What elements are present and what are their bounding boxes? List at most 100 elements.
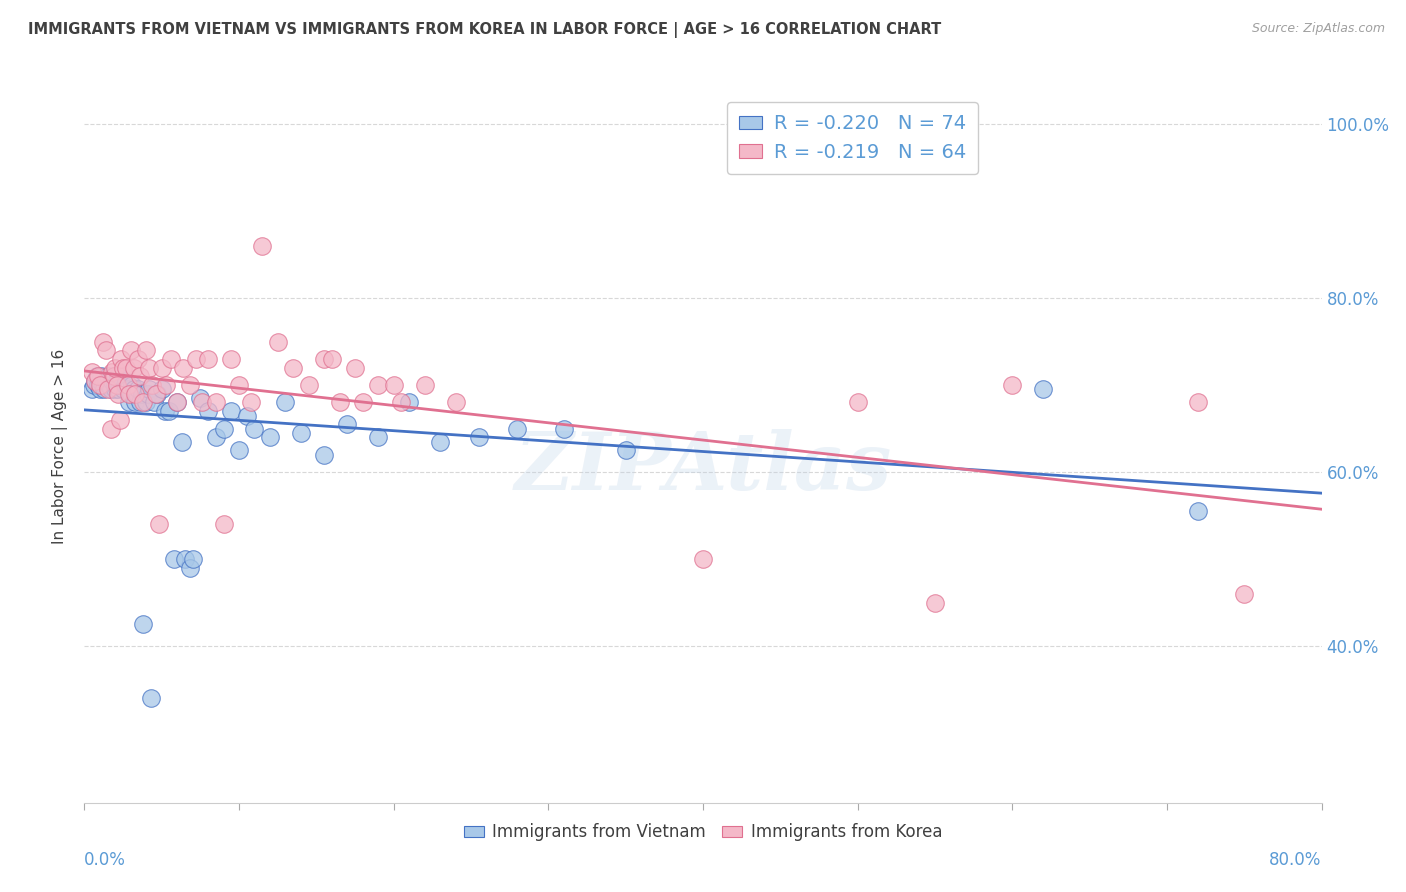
Point bbox=[118, 386, 141, 401]
Point bbox=[197, 404, 219, 418]
Point bbox=[91, 378, 114, 392]
Point bbox=[104, 383, 127, 397]
Point bbox=[159, 404, 180, 418]
Point bbox=[846, 395, 869, 409]
Point bbox=[101, 365, 124, 379]
Point bbox=[250, 239, 273, 253]
Text: 0.0%: 0.0% bbox=[84, 851, 127, 869]
Point bbox=[228, 378, 250, 392]
Point bbox=[146, 386, 169, 401]
Point bbox=[89, 378, 111, 392]
Point bbox=[117, 378, 139, 392]
Point bbox=[120, 343, 142, 358]
Point bbox=[115, 360, 138, 375]
Point bbox=[212, 517, 235, 532]
Point bbox=[129, 369, 152, 384]
Point bbox=[118, 395, 141, 409]
Point bbox=[274, 395, 297, 409]
Point bbox=[444, 395, 467, 409]
Text: ZIPAtlas: ZIPAtlas bbox=[515, 429, 891, 506]
Point bbox=[107, 369, 129, 384]
Point bbox=[150, 360, 173, 375]
Point bbox=[105, 378, 128, 392]
Point bbox=[166, 395, 188, 409]
Point bbox=[105, 374, 128, 388]
Point bbox=[90, 369, 112, 384]
Legend: Immigrants from Vietnam, Immigrants from Korea: Immigrants from Vietnam, Immigrants from… bbox=[457, 817, 949, 848]
Point bbox=[82, 365, 104, 379]
Point bbox=[104, 360, 127, 375]
Y-axis label: In Labor Force | Age > 16: In Labor Force | Age > 16 bbox=[52, 349, 69, 543]
Point bbox=[367, 378, 389, 392]
Point bbox=[112, 383, 135, 397]
Point bbox=[506, 421, 529, 435]
Text: 80.0%: 80.0% bbox=[1270, 851, 1322, 869]
Point bbox=[120, 386, 142, 401]
Point bbox=[179, 378, 201, 392]
Point bbox=[100, 383, 122, 397]
Point bbox=[110, 351, 132, 366]
Point bbox=[89, 374, 111, 388]
Point bbox=[141, 378, 163, 392]
Point bbox=[188, 391, 211, 405]
Point bbox=[160, 351, 183, 366]
Point bbox=[205, 395, 228, 409]
Point bbox=[367, 430, 389, 444]
Point bbox=[87, 378, 110, 392]
Point bbox=[153, 404, 176, 418]
Point bbox=[398, 395, 420, 409]
Point bbox=[108, 378, 131, 392]
Point bbox=[138, 360, 160, 375]
Point bbox=[100, 421, 122, 435]
Point bbox=[124, 395, 146, 409]
Point bbox=[321, 351, 343, 366]
Point bbox=[121, 378, 143, 392]
Point bbox=[413, 378, 436, 392]
Point bbox=[103, 369, 125, 384]
Point bbox=[312, 351, 335, 366]
Point bbox=[110, 374, 132, 388]
Point bbox=[184, 351, 207, 366]
Point bbox=[114, 378, 136, 392]
Point bbox=[1187, 504, 1209, 518]
Point bbox=[219, 404, 242, 418]
Point bbox=[94, 343, 117, 358]
Point bbox=[117, 383, 139, 397]
Point bbox=[1233, 587, 1256, 601]
Point bbox=[89, 383, 111, 397]
Point bbox=[86, 369, 108, 384]
Point bbox=[125, 386, 148, 401]
Point bbox=[328, 395, 352, 409]
Point bbox=[553, 421, 575, 435]
Point bbox=[281, 360, 305, 375]
Text: IMMIGRANTS FROM VIETNAM VS IMMIGRANTS FROM KOREA IN LABOR FORCE | AGE > 16 CORRE: IMMIGRANTS FROM VIETNAM VS IMMIGRANTS FR… bbox=[28, 22, 942, 38]
Point bbox=[136, 386, 159, 401]
Point bbox=[179, 561, 201, 575]
Point bbox=[267, 334, 290, 349]
Point bbox=[297, 378, 319, 392]
Point bbox=[112, 360, 135, 375]
Point bbox=[132, 395, 155, 409]
Point bbox=[143, 395, 166, 409]
Point bbox=[104, 378, 127, 392]
Point bbox=[172, 360, 194, 375]
Point bbox=[212, 421, 235, 435]
Point bbox=[122, 383, 145, 397]
Point bbox=[107, 383, 129, 397]
Point bbox=[614, 443, 637, 458]
Point bbox=[93, 383, 115, 397]
Point bbox=[127, 351, 149, 366]
Point bbox=[122, 360, 145, 375]
Point bbox=[1032, 383, 1054, 397]
Text: Source: ZipAtlas.com: Source: ZipAtlas.com bbox=[1251, 22, 1385, 36]
Point bbox=[166, 395, 188, 409]
Point bbox=[115, 374, 138, 388]
Point bbox=[131, 386, 153, 401]
Point bbox=[94, 374, 117, 388]
Point bbox=[205, 430, 228, 444]
Point bbox=[174, 552, 197, 566]
Point bbox=[343, 360, 366, 375]
Point bbox=[692, 552, 714, 566]
Point bbox=[138, 383, 160, 397]
Point bbox=[352, 395, 374, 409]
